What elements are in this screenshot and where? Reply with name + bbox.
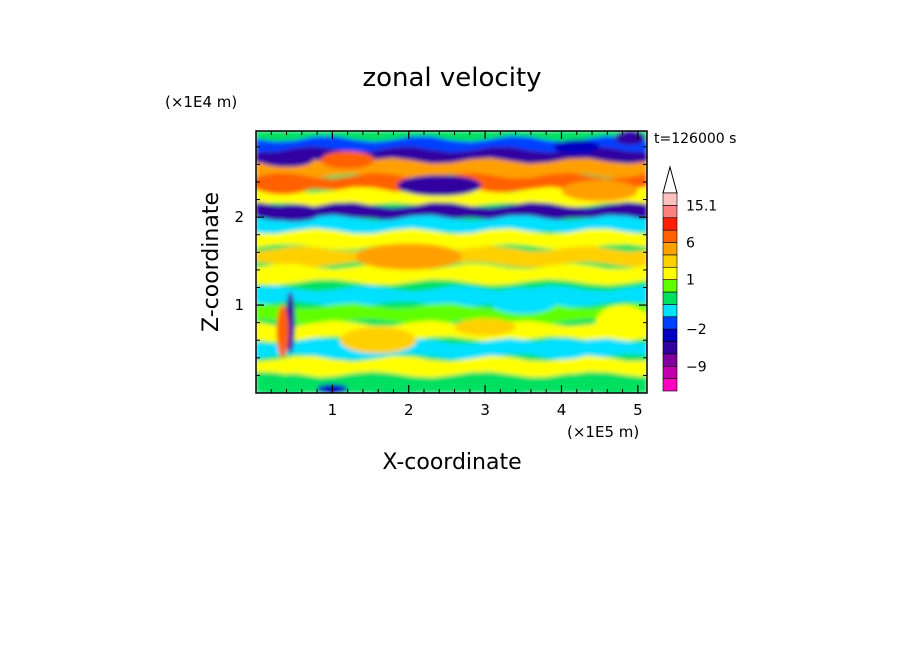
velocity-feature: [488, 287, 558, 314]
colorbar-segment: [662, 378, 678, 392]
colorbar-segment: [662, 304, 678, 318]
colorbar-segment: [662, 365, 678, 379]
plot-frame: [255, 130, 648, 394]
velocity-band: [256, 201, 647, 224]
velocity-feature: [259, 152, 314, 168]
velocity-band: [256, 373, 647, 393]
x-axis-unit: (×1E5 m): [567, 423, 639, 441]
colorbar-arrow: [662, 165, 678, 194]
velocity-feature: [276, 305, 289, 358]
colorbar-segment: [662, 242, 678, 256]
velocity-feature: [397, 174, 482, 197]
x-tick-label: 3: [480, 401, 490, 419]
colorbar: 15.1 6 1 −2 −9: [662, 165, 717, 392]
colorbar-label: 15.1: [686, 198, 717, 214]
colorbar-label: −2: [686, 322, 707, 338]
colorbar-label: 1: [686, 273, 695, 289]
x-tick-label: 2: [404, 401, 414, 419]
velocity-feature: [267, 203, 321, 222]
colorbar-segment: [662, 341, 678, 355]
velocity-feature: [614, 131, 646, 146]
colorbar-segment: [662, 192, 678, 206]
time-label: t=126000 s: [654, 131, 736, 147]
colorbar-segment: [662, 291, 678, 305]
velocity-feature: [530, 338, 593, 360]
velocity-field: [256, 131, 647, 393]
velocity-feature: [454, 318, 516, 336]
y-tick-label: 2: [234, 208, 244, 226]
colorbar-segment: [662, 254, 678, 268]
velocity-feature: [355, 243, 463, 270]
velocity-band: [256, 228, 647, 250]
y-axis-label: Z-coordinate: [199, 192, 224, 332]
velocity-feature: [553, 139, 600, 154]
velocity-feature: [561, 180, 638, 202]
colorbar-segment: [662, 266, 678, 280]
colorbar-segment: [662, 205, 678, 219]
colorbar-segment: [662, 353, 678, 367]
colorbar-segment: [662, 328, 678, 342]
colorbar-label: 6: [686, 236, 695, 252]
velocity-band: [256, 215, 647, 237]
x-axis-label: X-coordinate: [382, 450, 521, 475]
colorbar-segment: [662, 279, 678, 293]
velocity-feature: [340, 327, 417, 354]
x-tick-label: 4: [557, 401, 567, 419]
velocity-feature: [256, 173, 314, 195]
velocity-feature: [320, 151, 375, 169]
x-tick-label: 1: [328, 401, 338, 419]
colorbar-label: −9: [686, 359, 707, 375]
x-axis: 1 2 3 4 5: [270, 131, 643, 419]
velocity-band: [256, 263, 647, 286]
colorbar-segment: [662, 229, 678, 243]
colorbar-segment: [662, 316, 678, 330]
x-tick-label: 5: [633, 401, 643, 419]
y-tick-label: 1: [234, 296, 244, 314]
y-axis: 12: [234, 146, 647, 376]
chart-title: zonal velocity: [362, 63, 541, 93]
velocity-feature: [595, 305, 647, 341]
velocity-band: [256, 355, 647, 378]
y-axis-unit: (×1E4 m): [165, 93, 237, 111]
colorbar-segment: [662, 217, 678, 231]
